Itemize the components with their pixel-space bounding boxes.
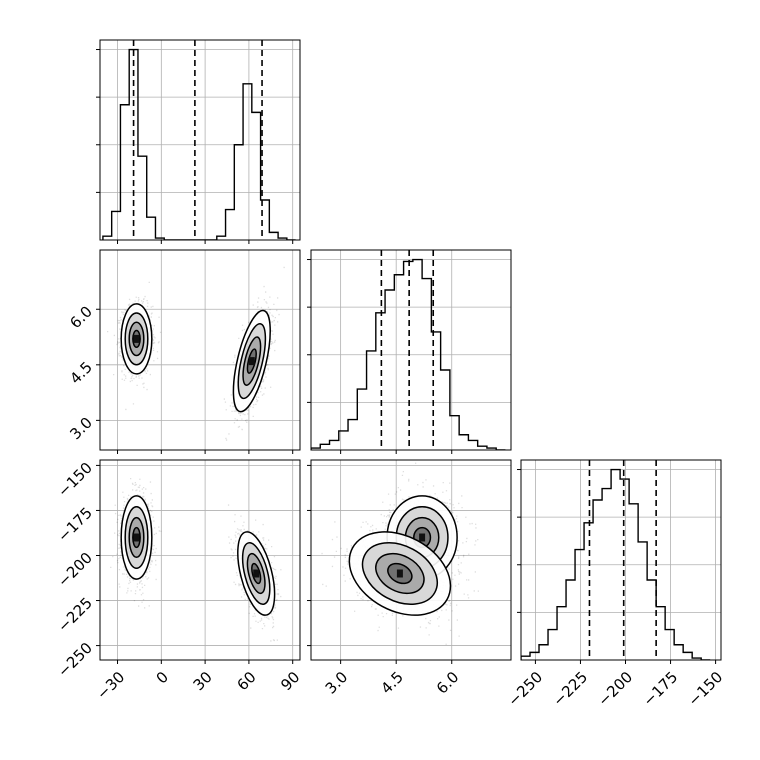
density-peak	[133, 533, 140, 542]
y-tick-label: −200	[54, 549, 96, 591]
x-tick-label: −150	[684, 668, 726, 710]
density-peak	[253, 569, 260, 578]
panel-frame	[310, 249, 512, 451]
contour-line	[361, 542, 438, 605]
x-tick-label: 30	[190, 668, 216, 694]
x-tick-label: 6.0	[433, 668, 463, 698]
x-tick-label: −175	[639, 668, 681, 710]
histogram-bar	[311, 258, 506, 450]
y-tick-label: −150	[54, 459, 96, 501]
contour-line	[348, 531, 452, 616]
contour-line	[120, 303, 153, 375]
density-peak	[248, 357, 255, 366]
density-peak	[396, 569, 403, 578]
panel-frame	[99, 249, 301, 451]
contour-line	[251, 562, 262, 585]
scatter-contents	[107, 266, 285, 441]
histogram-bar	[102, 48, 296, 240]
panel-frame	[99, 459, 301, 661]
x-tick-label: 4.5	[377, 668, 407, 698]
y-tick-label: −250	[54, 639, 96, 681]
histogram-panel-0	[96, 39, 301, 244]
contour-line	[241, 542, 271, 605]
y-tick-label: 4.5	[66, 358, 96, 388]
x-tick-label: −30	[93, 668, 128, 703]
panel-frame	[310, 459, 512, 661]
y-tick-label: 6.0	[66, 303, 96, 333]
panel-frame	[99, 39, 301, 241]
histogram-bar	[521, 468, 711, 660]
contour-line	[128, 321, 145, 357]
scatter-contents	[321, 462, 479, 645]
contour-line	[237, 531, 276, 616]
contour-line	[124, 506, 149, 569]
x-tick-label: −200	[594, 668, 636, 710]
contour-line	[242, 336, 262, 386]
x-tick-label: 60	[233, 668, 259, 694]
scatter-panel-0-2	[96, 459, 301, 664]
x-tick-label: 90	[277, 668, 303, 694]
contour-line	[232, 309, 271, 413]
contour-line	[132, 526, 141, 549]
y-tick-label: 3.0	[66, 414, 96, 444]
x-tick-label: 3.0	[322, 668, 352, 698]
density-peak	[133, 334, 140, 343]
panel-frame	[520, 459, 722, 661]
scatter-panel-1-2	[307, 459, 512, 664]
contour-line	[124, 312, 149, 366]
contour-line	[120, 495, 153, 580]
contour-line	[246, 552, 266, 595]
contour-line	[128, 516, 145, 559]
density-peak	[419, 533, 426, 542]
contour-line	[132, 329, 141, 348]
x-tick-label: −250	[504, 668, 546, 710]
y-tick-label: −225	[54, 594, 96, 636]
x-tick-label: 0	[153, 668, 172, 687]
x-tick-label: −225	[549, 668, 591, 710]
contour-line	[387, 562, 413, 585]
scatter-contents	[110, 478, 282, 642]
y-tick-label: −175	[54, 504, 96, 546]
scatter-panel-0-1	[96, 249, 301, 454]
histogram-panel-1	[307, 249, 512, 454]
contour-line	[375, 552, 425, 595]
contour-line	[246, 348, 257, 374]
histogram-panel-2	[517, 459, 722, 664]
contour-line	[237, 323, 267, 400]
